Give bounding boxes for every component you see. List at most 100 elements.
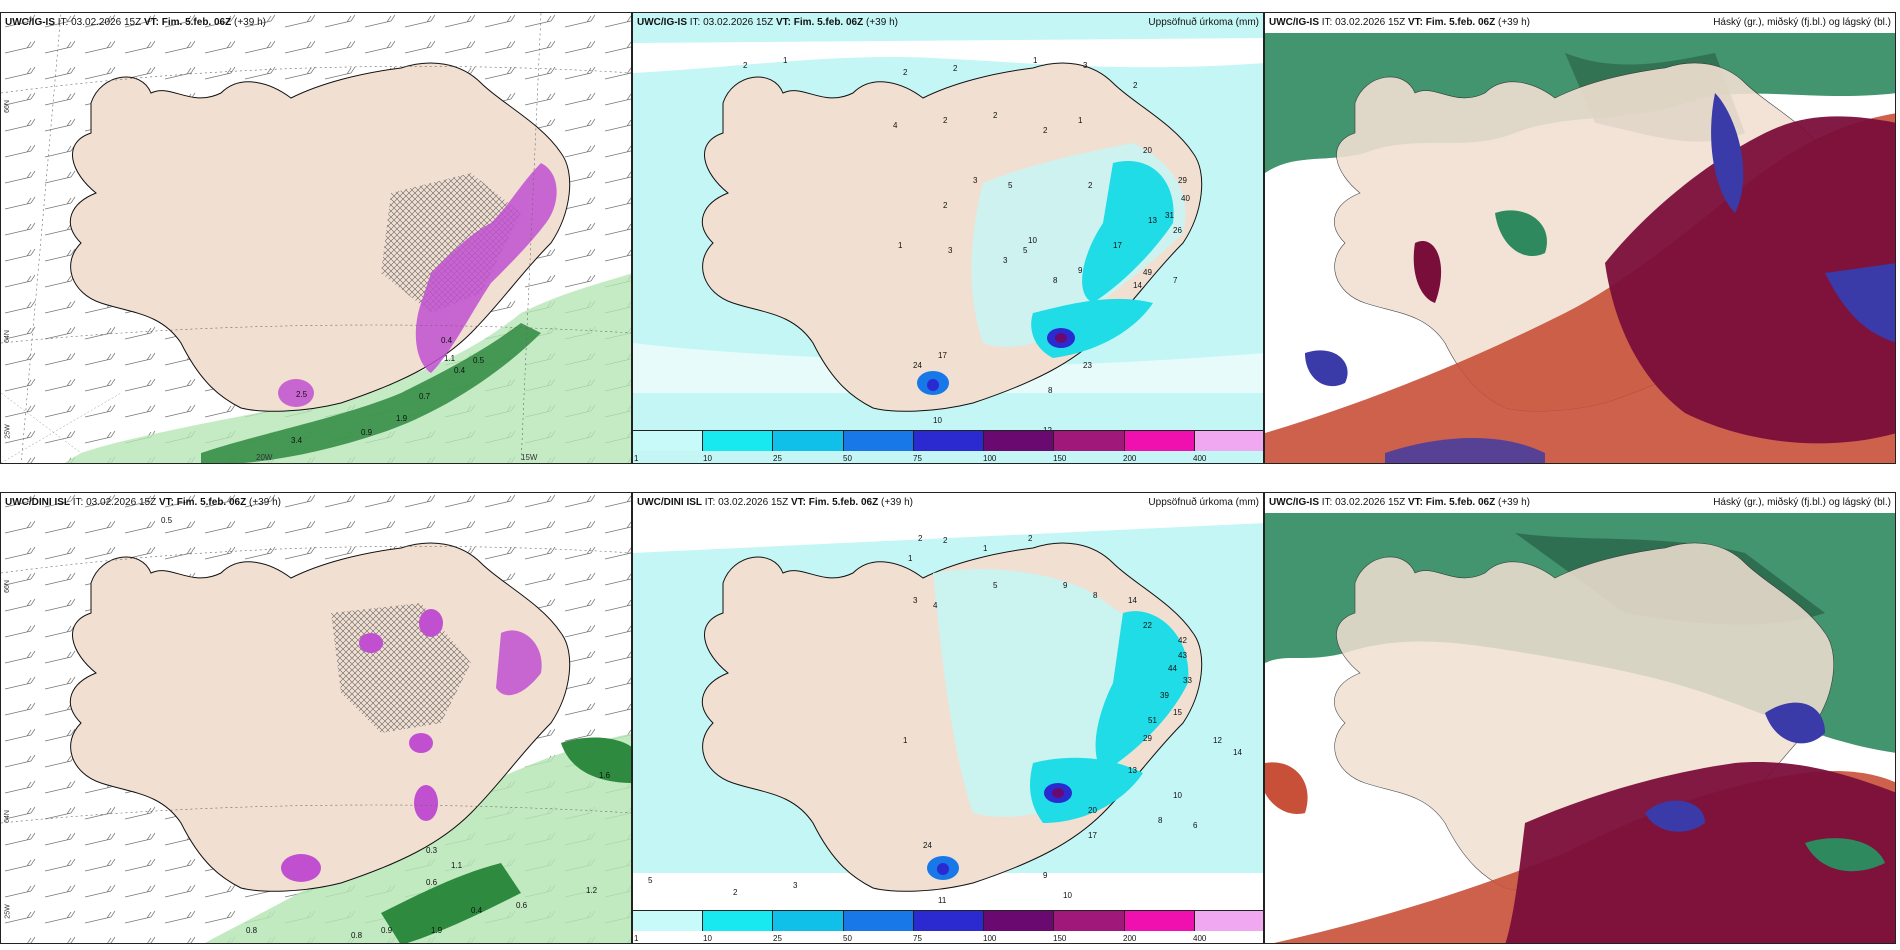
svg-text:40: 40: [1181, 194, 1190, 203]
map-panel-precip-bottom: UWC/DINI ISL IT: 03.02.2026 15Z VT: Fim.…: [632, 492, 1264, 944]
svg-text:2: 2: [733, 888, 738, 897]
svg-text:17: 17: [1088, 831, 1097, 840]
svg-text:24: 24: [913, 361, 922, 370]
svg-text:10: 10: [933, 416, 942, 425]
svg-text:1: 1: [1078, 116, 1083, 125]
svg-text:1: 1: [898, 241, 903, 250]
colorbar-swatch: [843, 431, 914, 451]
colorbar-tick: 150: [1053, 934, 1067, 943]
svg-text:8: 8: [1053, 276, 1058, 285]
svg-text:15: 15: [1173, 708, 1182, 717]
svg-text:8: 8: [1048, 386, 1053, 395]
colorbar-swatch: [984, 431, 1055, 451]
svg-text:6: 6: [1193, 821, 1198, 830]
colorbar-tick: 150: [1053, 454, 1067, 463]
svg-text:44: 44: [1168, 664, 1177, 673]
svg-text:13: 13: [1128, 766, 1137, 775]
colorbar-swatch: [1194, 911, 1263, 931]
svg-text:29: 29: [1143, 734, 1152, 743]
svg-text:2: 2: [943, 201, 948, 210]
lat-label: 25W: [4, 904, 12, 919]
svg-text:20: 20: [1088, 806, 1097, 815]
svg-text:4: 4: [933, 601, 938, 610]
snow-value: 1.1: [444, 354, 456, 363]
colorbar-swatch: [703, 431, 774, 451]
snow-map-bottom: 0.5 0.6 1.1 0.4 0.3 1.9 0.9 0.8 0.6 1.2 …: [1, 493, 631, 943]
svg-text:2: 2: [993, 111, 998, 120]
iceland-landmass: [69, 542, 571, 892]
svg-text:0.4: 0.4: [471, 906, 483, 915]
svg-text:26: 26: [1173, 226, 1182, 235]
colorbar-tick: 400: [1193, 454, 1207, 463]
svg-text:2: 2: [943, 116, 948, 125]
svg-text:5: 5: [993, 581, 998, 590]
cloud-map-bottom: [1265, 493, 1895, 943]
svg-text:2: 2: [1043, 126, 1048, 135]
colorbar-tick: 200: [1123, 934, 1137, 943]
svg-text:17: 17: [938, 351, 947, 360]
map-panel-snow-bottom: UWC/DINI ISL IT: 03.02.2026 15Z VT: Fim.…: [0, 492, 632, 944]
snow-value: 0.4: [454, 366, 466, 375]
svg-text:0.3: 0.3: [426, 846, 438, 855]
svg-text:5: 5: [1023, 246, 1028, 255]
svg-text:9: 9: [1078, 266, 1083, 275]
snow-value: 2.5: [296, 390, 308, 399]
svg-text:33: 33: [1183, 676, 1192, 685]
lat-label: 25W: [4, 424, 12, 439]
colorbar-swatch: [1194, 431, 1263, 451]
map-panel-snow-top: UWC/IG-IS IT: 03.02.2026 15Z VT: Fim. 5.…: [0, 12, 632, 464]
panel-header: UWC/IG-IS IT: 03.02.2026 15Z VT: Fim. 5.…: [1269, 17, 1530, 28]
colorbar: [633, 910, 1263, 931]
svg-text:13: 13: [1148, 216, 1157, 225]
svg-text:1: 1: [903, 736, 908, 745]
colorbar-swatch: [773, 431, 844, 451]
svg-text:10: 10: [1173, 791, 1182, 800]
svg-text:0.6: 0.6: [516, 901, 528, 910]
panel-title: Háský (gr.), miðský (fj.bl.) og lágský (…: [1713, 17, 1891, 28]
colorbar-tick: 1: [634, 454, 639, 463]
colorbar-swatch: [913, 431, 985, 451]
colorbar-tick: 100: [983, 454, 997, 463]
svg-text:2: 2: [1028, 534, 1033, 543]
panel-header: UWC/DINI ISL IT: 03.02.2026 15Z VT: Fim.…: [5, 497, 281, 508]
snow-map-top: 0.4 0.5 1.1 0.4 2.5 0.7 1.9 0.9 3.4: [1, 13, 631, 463]
panel-header: UWC/IG-IS IT: 03.02.2026 15Z VT: Fim. 5.…: [1269, 497, 1530, 508]
svg-text:8: 8: [1093, 591, 1098, 600]
svg-text:0.8: 0.8: [246, 926, 258, 935]
lon-label: 20W: [256, 453, 273, 462]
svg-text:14: 14: [1128, 596, 1137, 605]
colorbar-swatch: [913, 911, 985, 931]
svg-text:49: 49: [1143, 268, 1152, 277]
map-panel-clouds-bottom: UWC/IG-IS IT: 03.02.2026 15Z VT: Fim. 5.…: [1264, 492, 1896, 944]
colorbar-tick: 75: [913, 454, 922, 463]
svg-text:8: 8: [1158, 816, 1163, 825]
svg-text:3: 3: [913, 596, 918, 605]
svg-text:43: 43: [1178, 651, 1187, 660]
colorbar-tick: 50: [843, 454, 852, 463]
svg-text:2: 2: [953, 64, 958, 73]
svg-text:1.2: 1.2: [586, 886, 598, 895]
svg-text:10: 10: [1028, 236, 1037, 245]
colorbar-swatch: [1124, 431, 1195, 451]
panel-header: UWC/IG-IS IT: 03.02.2026 15Z VT: Fim. 5.…: [637, 17, 898, 28]
colorbar-swatch: [1124, 911, 1195, 931]
svg-text:2: 2: [943, 536, 948, 545]
svg-text:2: 2: [1088, 181, 1093, 190]
svg-text:2: 2: [1133, 81, 1138, 90]
snow-value: 0.4: [441, 336, 453, 345]
svg-text:3: 3: [973, 176, 978, 185]
svg-text:5: 5: [1008, 181, 1013, 190]
colorbar-swatch: [773, 911, 844, 931]
colorbar-tick: 50: [843, 934, 852, 943]
snow-value: 1.9: [396, 414, 408, 423]
lat-label: 66N: [3, 580, 11, 593]
svg-text:2: 2: [918, 534, 923, 543]
svg-text:0.6: 0.6: [426, 878, 438, 887]
map-panel-clouds-top: UWC/IG-IS IT: 03.02.2026 15Z VT: Fim. 5.…: [1264, 12, 1896, 464]
svg-text:29: 29: [1178, 176, 1187, 185]
snow-value: 0.7: [419, 392, 431, 401]
panel-header: UWC/IG-IS IT: 03.02.2026 15Z VT: Fim. 5.…: [5, 17, 266, 28]
svg-text:3: 3: [948, 246, 953, 255]
svg-text:5: 5: [648, 876, 653, 885]
colorbar-swatch: [1054, 911, 1125, 931]
